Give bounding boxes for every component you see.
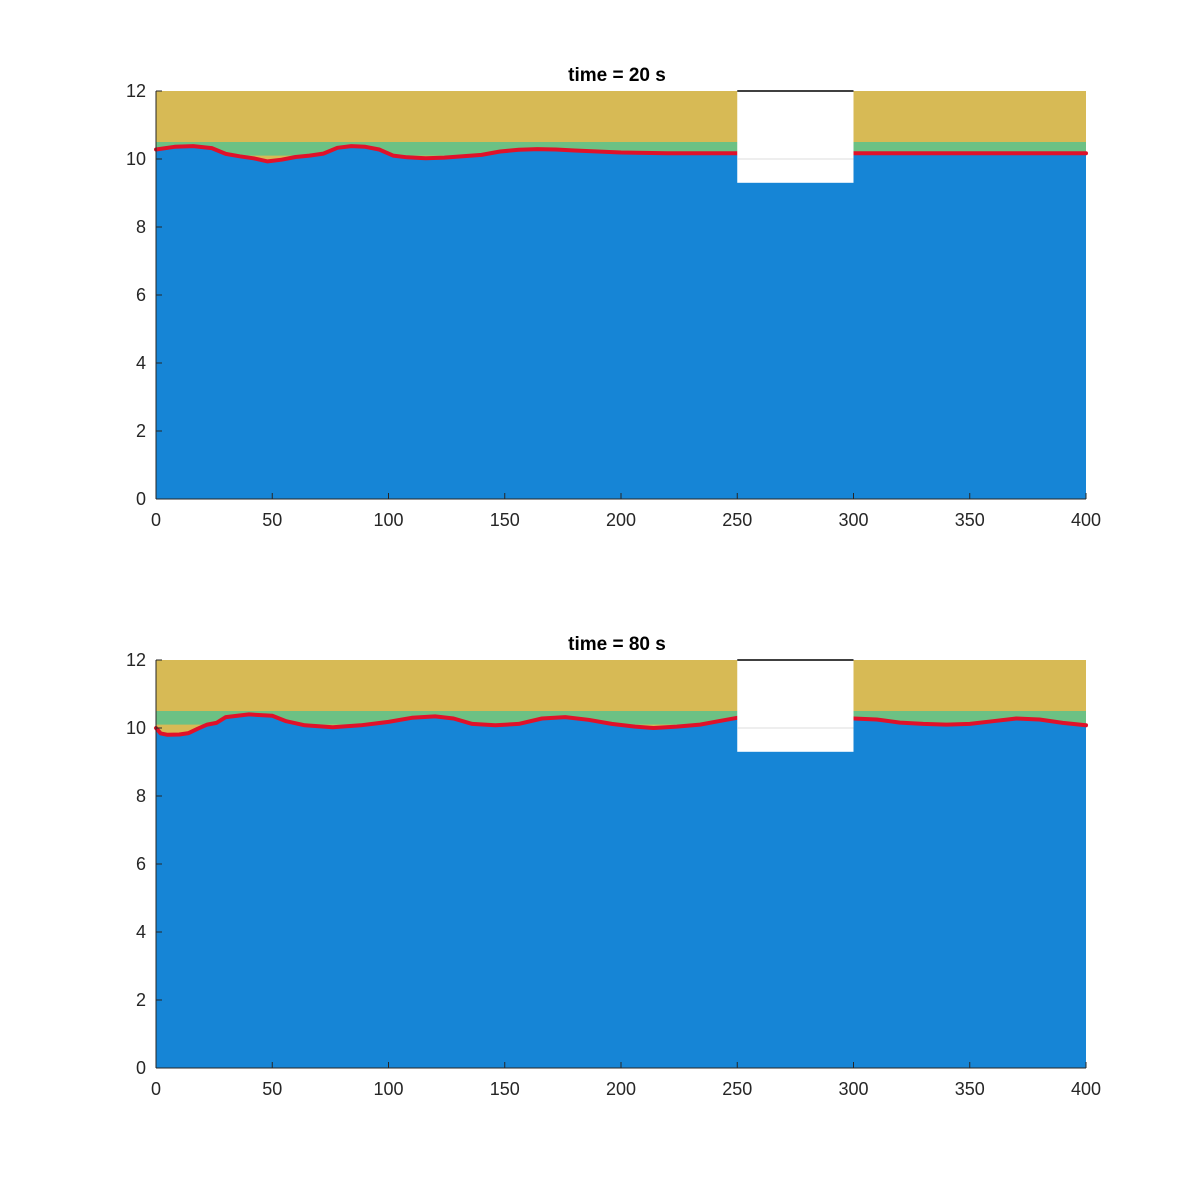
- y-tick-label: 8: [136, 786, 146, 806]
- subplot-time-20s: time = 20 s 0 50 100 150 200 250 300 350 400 0 2 4…: [126, 65, 1101, 530]
- y-tick-label: 4: [136, 353, 146, 373]
- y-tick-label: 10: [126, 149, 146, 169]
- subplot-title: time = 20 s: [568, 65, 666, 86]
- plot-area: [154, 659, 1088, 1069]
- x-tick-label: 200: [606, 510, 636, 530]
- plot-area: [154, 90, 1088, 500]
- x-tick-label: 350: [955, 1079, 985, 1099]
- x-tick-label: 50: [262, 1079, 282, 1099]
- y-tick-label: 6: [136, 854, 146, 874]
- x-tick-label: 0: [151, 510, 161, 530]
- y-axis-ticks: 0 2 4 6 8 10 12: [126, 650, 162, 1078]
- x-tick-label: 250: [722, 510, 752, 530]
- water-region: [156, 714, 1086, 1068]
- x-axis-ticks: 0 50 100 150 200 250 300 350 400: [151, 1062, 1101, 1099]
- x-tick-label: 300: [838, 1079, 868, 1099]
- water-region: [156, 146, 1086, 499]
- x-axis-ticks: 0 50 100 150 200 250 300 350 400: [151, 493, 1101, 530]
- interface-line: [154, 144, 1088, 164]
- obstacle-block: [737, 91, 854, 183]
- x-tick-label: 100: [373, 1079, 403, 1099]
- interface-line: [154, 712, 1088, 737]
- y-tick-label: 12: [126, 81, 146, 101]
- x-tick-label: 250: [722, 1079, 752, 1099]
- x-tick-label: 200: [606, 1079, 636, 1099]
- y-tick-label: 2: [136, 990, 146, 1010]
- y-tick-label: 6: [136, 285, 146, 305]
- subplot-time-80s: time = 80 s 0 50 100 150 200 250 300 350 400 0 2 4…: [126, 634, 1101, 1099]
- y-axis-ticks: 0 2 4 6 8 10 12: [126, 81, 162, 509]
- y-tick-label: 10: [126, 718, 146, 738]
- x-tick-label: 150: [490, 1079, 520, 1099]
- y-tick-label: 0: [136, 489, 146, 509]
- obstacle-block: [737, 660, 854, 752]
- y-tick-label: 4: [136, 922, 146, 942]
- x-tick-label: 400: [1071, 1079, 1101, 1099]
- x-tick-label: 300: [838, 510, 868, 530]
- x-tick-label: 350: [955, 510, 985, 530]
- y-tick-label: 2: [136, 421, 146, 441]
- y-tick-label: 0: [136, 1058, 146, 1078]
- x-tick-label: 150: [490, 510, 520, 530]
- x-tick-label: 0: [151, 1079, 161, 1099]
- y-tick-label: 12: [126, 650, 146, 670]
- x-tick-label: 400: [1071, 510, 1101, 530]
- x-tick-label: 100: [373, 510, 403, 530]
- y-tick-label: 8: [136, 217, 146, 237]
- x-tick-label: 50: [262, 510, 282, 530]
- subplot-title: time = 80 s: [568, 634, 666, 655]
